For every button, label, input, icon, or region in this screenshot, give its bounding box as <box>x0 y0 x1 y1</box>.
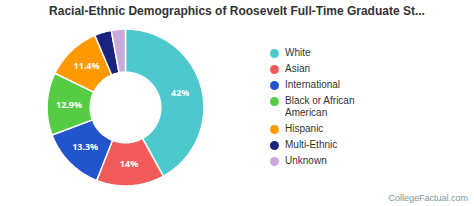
svg-text:12.9%: 12.9% <box>56 98 82 111</box>
html-text:CollegeFactual.com: CollegeFactual.com <box>388 193 468 203</box>
html-text:Unknown: Unknown <box>285 155 327 166</box>
html-text:International: International <box>285 79 340 90</box>
svg-text:14%: 14% <box>120 157 138 170</box>
svg-text:11.4%: 11.4% <box>74 59 100 72</box>
html-text:Black or African American: Black or African American <box>285 95 355 118</box>
html-text:Multi-Ethnic: Multi-Ethnic <box>285 139 338 150</box>
html-text:White: White <box>285 47 311 58</box>
svg-text:13.3%: 13.3% <box>72 140 98 153</box>
html-text:Racial-Ethnic Demographics of: Racial-Ethnic Demographics of Roosevelt … <box>49 4 425 18</box>
svg-text:42%: 42% <box>171 86 189 99</box>
html-text:Hispanic: Hispanic <box>285 123 324 134</box>
html-text:Asian: Asian <box>285 63 310 74</box>
